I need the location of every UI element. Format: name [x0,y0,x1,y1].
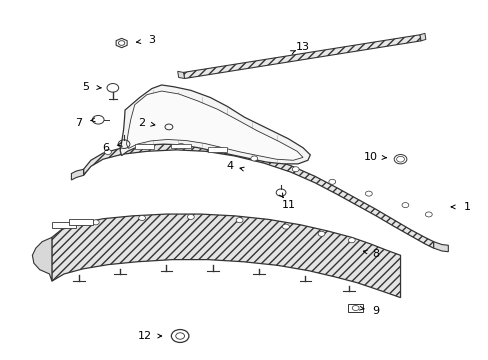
Text: 12: 12 [137,331,151,341]
Polygon shape [32,237,52,281]
Polygon shape [433,242,447,252]
Polygon shape [83,143,433,248]
Circle shape [141,144,148,149]
Polygon shape [52,214,400,298]
Text: 1: 1 [463,202,469,212]
Polygon shape [71,169,83,180]
Polygon shape [177,71,184,78]
Circle shape [328,179,335,184]
Circle shape [250,156,257,161]
Text: 2: 2 [138,118,145,128]
Polygon shape [116,39,127,48]
Polygon shape [52,222,76,228]
Polygon shape [126,91,303,160]
Circle shape [347,238,354,243]
Text: 5: 5 [82,82,89,92]
Circle shape [187,215,194,220]
Text: 4: 4 [226,161,233,171]
Polygon shape [69,220,93,225]
Circle shape [104,149,111,154]
Circle shape [92,220,99,225]
Circle shape [177,143,184,148]
Circle shape [365,191,371,196]
Text: 7: 7 [75,118,82,128]
Circle shape [139,216,145,221]
Circle shape [282,224,289,229]
Polygon shape [419,33,425,41]
Circle shape [425,212,431,217]
Circle shape [318,231,325,236]
Polygon shape [135,144,154,149]
Polygon shape [207,147,227,152]
Polygon shape [183,35,420,78]
Text: 10: 10 [364,152,378,162]
Polygon shape [120,85,310,164]
Polygon shape [347,304,362,312]
Text: 11: 11 [281,200,295,210]
Text: 6: 6 [102,143,109,153]
Circle shape [236,218,243,223]
Text: 3: 3 [148,35,155,45]
Circle shape [393,154,406,164]
Text: 8: 8 [372,248,379,258]
Circle shape [401,203,408,208]
Polygon shape [171,144,190,148]
Text: 13: 13 [295,42,309,52]
Circle shape [292,167,299,172]
Text: 9: 9 [372,306,379,316]
Circle shape [214,147,221,152]
